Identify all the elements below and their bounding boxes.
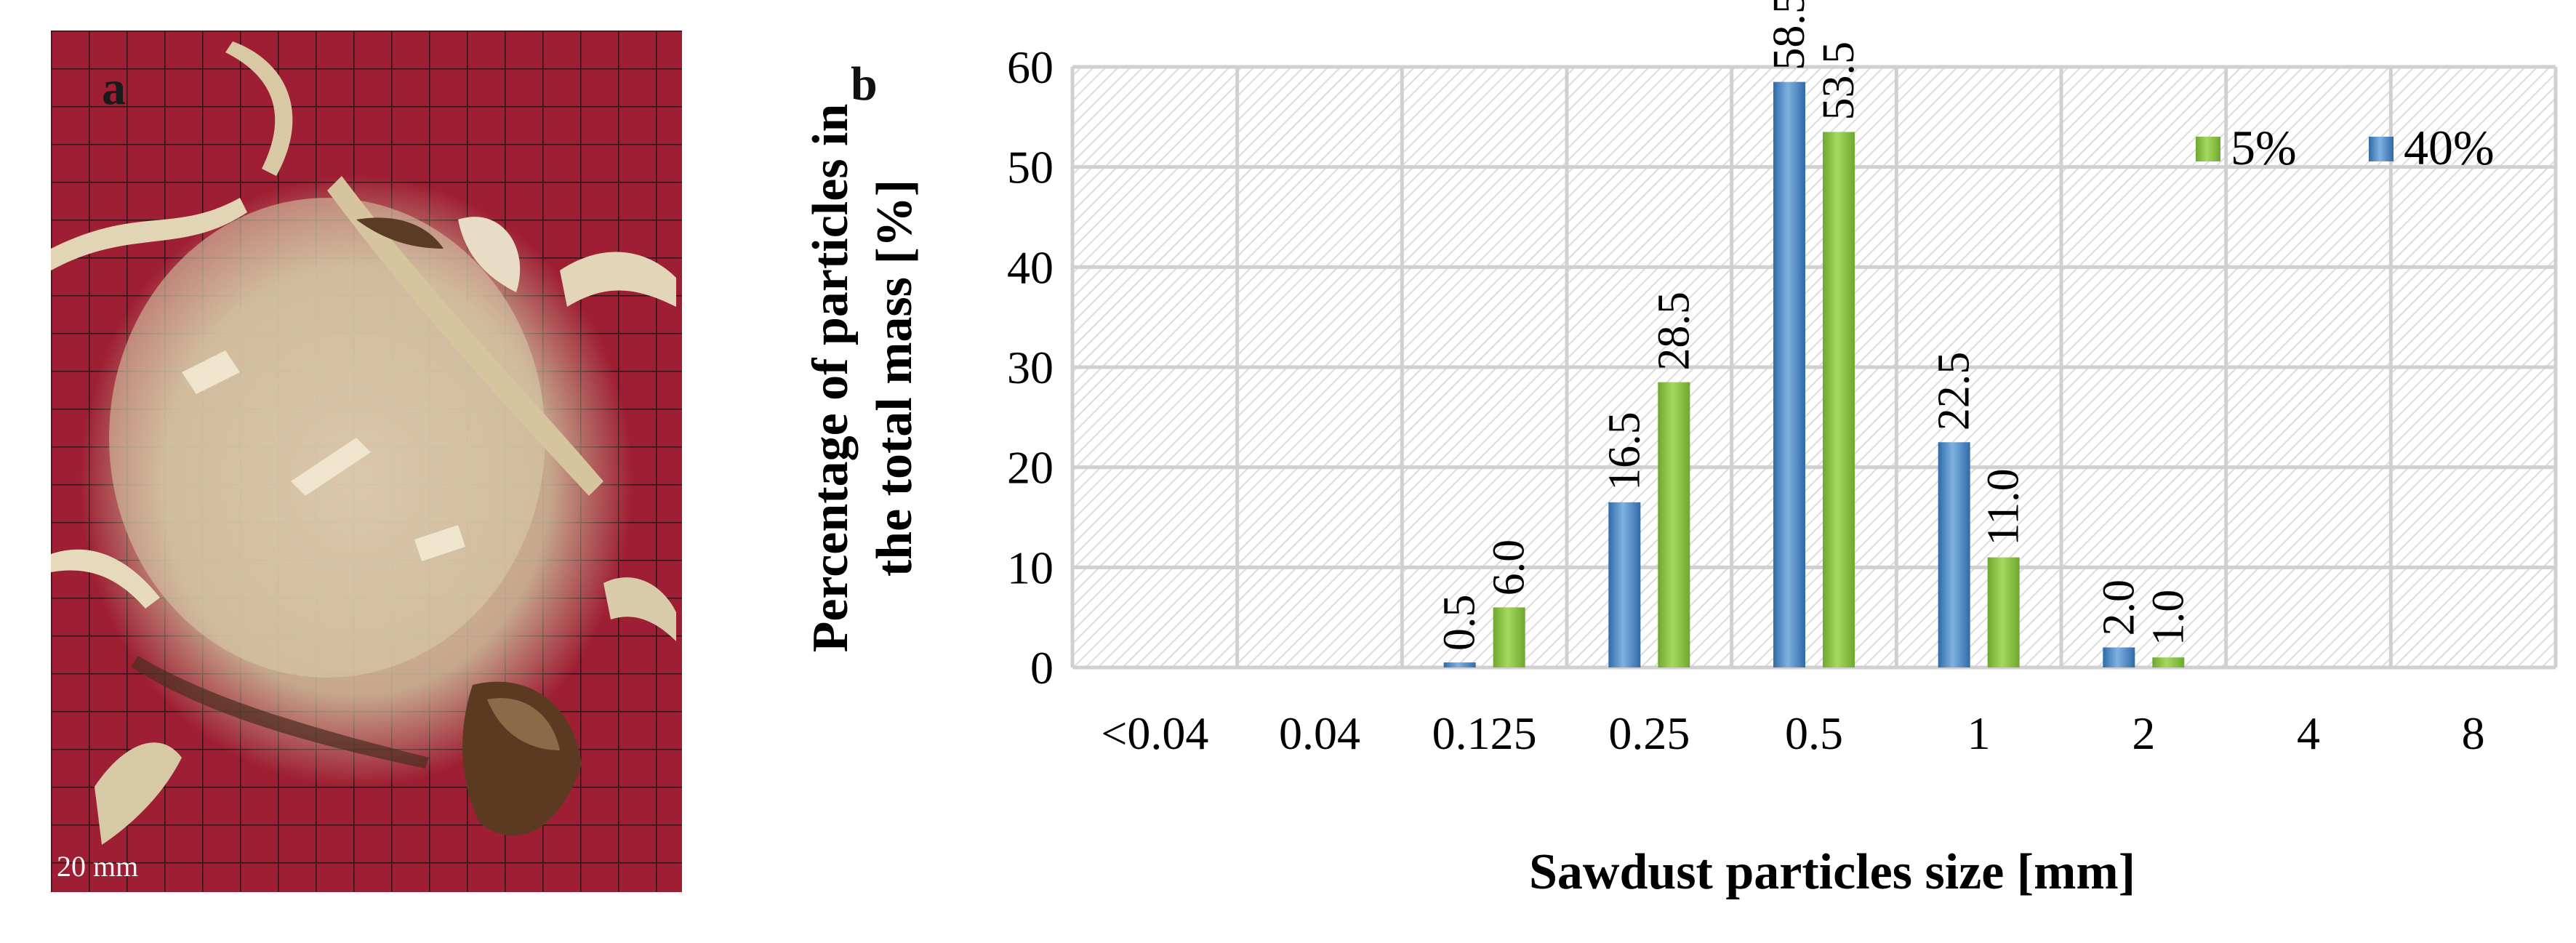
- data-label: 0.5: [1435, 595, 1485, 651]
- y-tick-label: 50: [1007, 142, 1054, 193]
- x-tick-label: <0.04: [1101, 707, 1208, 759]
- y-tick-label: 20: [1007, 442, 1054, 494]
- y-axis-title: Percentage of particles in the total mas…: [803, 104, 923, 653]
- bar-5pct-0.125: [1493, 607, 1525, 667]
- x-axis-title: Sawdust particles size [mm]: [1529, 844, 2135, 900]
- scale-bar-label: 20 mm: [57, 850, 139, 883]
- data-label: 22.5: [1930, 352, 1979, 431]
- bar-40pct-0.125: [1443, 662, 1476, 667]
- x-tick-label: 0.25: [1608, 707, 1690, 759]
- bar-5pct-2: [2152, 657, 2185, 667]
- bar-5pct-1: [1987, 557, 2020, 667]
- data-label: 16.5: [1600, 412, 1649, 491]
- x-tick-label: 4: [2297, 707, 2320, 759]
- bar-40pct-0.25: [1608, 502, 1641, 667]
- legend-label-5: 5%: [2231, 120, 2297, 175]
- x-tick-label: 0.125: [1432, 707, 1537, 759]
- legend: 5% 40%: [2196, 120, 2495, 175]
- bar-40pct-0.5: [1773, 81, 1805, 667]
- y-axis-title-line-2: the total mass [%]: [867, 180, 923, 577]
- x-tick-label: 1: [1967, 707, 1991, 759]
- x-tick-label: 2: [2132, 707, 2155, 759]
- data-label: 2.0: [2094, 579, 2143, 636]
- data-label: 11.0: [1979, 468, 2029, 545]
- y-tick-label: 40: [1007, 241, 1054, 293]
- data-label: 1.0: [2143, 590, 2193, 646]
- data-label: 58.5: [1765, 0, 1814, 71]
- y-tick-label: 0: [1030, 642, 1054, 694]
- x-tick-label: 0.04: [1279, 707, 1360, 759]
- x-axis-ticks: <0.04 0.04 0.125 0.25 0.5 1 2 4 8: [1101, 707, 2484, 759]
- bar-40pct-2: [2103, 647, 2135, 667]
- legend-swatch-5: [2196, 137, 2220, 161]
- x-tick-label: 0.5: [1785, 707, 1843, 759]
- grid-lines: [1070, 65, 2558, 670]
- bar-5pct-0.5: [1823, 132, 1855, 667]
- bar-40pct-1: [1938, 442, 1970, 667]
- bar-5pct-0.25: [1658, 382, 1690, 667]
- bars: [1443, 81, 2185, 667]
- data-label: 6.0: [1485, 539, 1534, 596]
- sawdust-photo: [51, 31, 682, 892]
- legend-swatch-40: [2369, 137, 2394, 161]
- y-axis-title-line-1: Percentage of particles in: [803, 104, 859, 653]
- data-label: 28.5: [1649, 292, 1698, 371]
- panel-b-label: b: [851, 57, 878, 111]
- data-labels: 0.5 16.5 58.5 22.5 2.0 6.0 28.5 53.5 11.0 1.0: [1435, 0, 2194, 651]
- x-tick-label: 8: [2462, 707, 2485, 759]
- panel-a-label: a: [102, 62, 126, 115]
- data-label: 53.5: [1814, 41, 1863, 121]
- y-tick-label: 60: [1007, 41, 1054, 93]
- y-tick-label: 10: [1007, 542, 1054, 593]
- y-tick-label: 30: [1007, 342, 1054, 393]
- y-axis-ticks: 0 10 20 30 40 50 60: [1007, 41, 1054, 694]
- legend-label-40: 40%: [2404, 120, 2495, 175]
- sawdust-photo-image: [51, 31, 682, 892]
